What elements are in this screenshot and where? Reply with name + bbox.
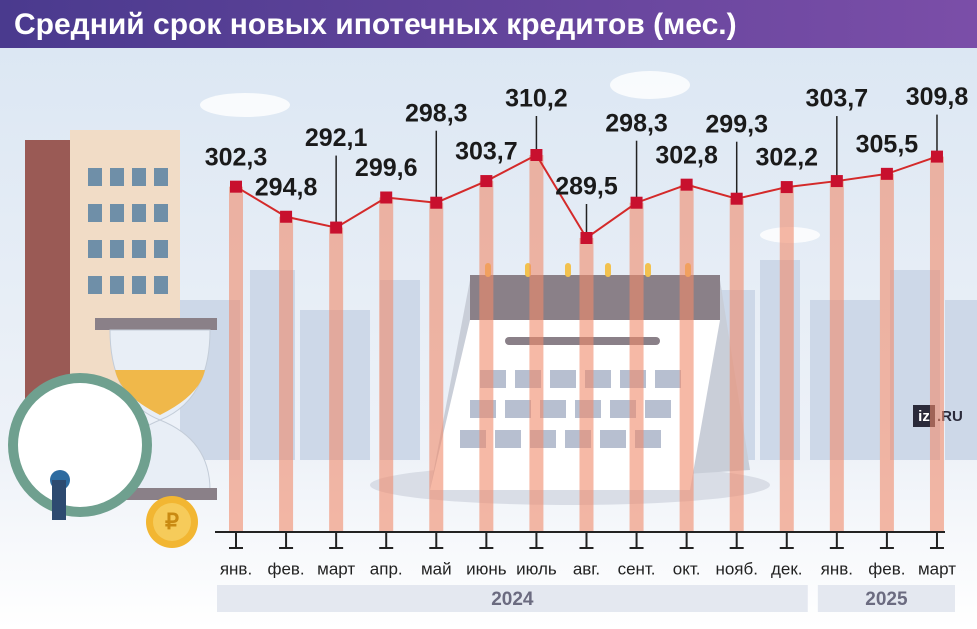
marker: [580, 232, 593, 244]
bar: [879, 173, 894, 533]
x-tick-label: март: [918, 559, 956, 578]
tick: [679, 532, 694, 549]
tick: [529, 532, 544, 549]
year-band: [817, 585, 955, 612]
x-tick-label: апр.: [370, 559, 403, 578]
bar: [329, 227, 344, 532]
tick: [879, 532, 894, 549]
bar: [629, 202, 644, 533]
marker: [730, 192, 743, 205]
bar: [779, 187, 794, 532]
x-tick-label: март: [317, 559, 355, 578]
value-label: 302,2: [755, 144, 818, 172]
marker: [530, 149, 543, 161]
value-label: 299,3: [705, 110, 768, 138]
x-tick-label: сент.: [618, 559, 656, 578]
year-label: 2025: [865, 589, 908, 610]
tick: [629, 532, 644, 549]
year-label: 2024: [491, 589, 534, 610]
tick: [729, 532, 744, 549]
bar: [229, 186, 243, 532]
tick: [929, 532, 944, 549]
bar: [829, 181, 844, 532]
marker: [830, 175, 843, 188]
marker: [680, 178, 693, 191]
value-label: 294,8: [255, 173, 318, 201]
tick: [229, 532, 243, 549]
chart-title: Средний срок новых ипотечных кредитов (м…: [14, 8, 737, 41]
value-label: 298,3: [605, 109, 668, 137]
tick: [779, 532, 794, 549]
marker: [380, 191, 393, 204]
bar: [679, 184, 694, 532]
marker: [430, 196, 443, 209]
tick: [579, 532, 594, 549]
hourglass-clock: ₽: [8, 318, 217, 548]
x-tick-label: фев.: [868, 559, 905, 578]
bar: [379, 197, 394, 532]
x-tick-label: дек.: [771, 559, 803, 578]
marker: [780, 181, 793, 194]
title-bar: [0, 0, 977, 48]
logo-box: [913, 405, 935, 427]
value-label: 292,1: [305, 124, 368, 152]
tick: [379, 532, 394, 549]
value-label: 303,7: [806, 85, 869, 113]
value-label: 289,5: [555, 173, 618, 201]
bar: [929, 156, 944, 532]
value-label: 302,3: [205, 143, 268, 171]
logo-mark: iz: [918, 408, 930, 425]
marker: [330, 221, 343, 234]
value-label: 305,5: [856, 130, 919, 158]
bar: [429, 202, 444, 533]
marker: [480, 175, 493, 188]
year-band: [217, 585, 808, 612]
bar: [279, 216, 294, 533]
bar: [529, 155, 544, 532]
x-tick-label: янв.: [220, 559, 252, 578]
x-tick-label: авг.: [573, 559, 600, 578]
bar: [729, 198, 744, 532]
value-label: 298,3: [405, 99, 468, 127]
tick: [479, 532, 494, 549]
value-label: 310,2: [505, 85, 568, 113]
x-tick-label: июль: [516, 559, 557, 578]
tick: [829, 532, 844, 549]
value-label: 299,6: [355, 154, 418, 182]
x-tick-label: окт.: [673, 559, 701, 578]
value-label: 303,7: [455, 138, 518, 166]
x-tick-label: нояб.: [715, 559, 758, 578]
bar: [579, 238, 594, 532]
bar: [479, 181, 494, 532]
tick: [279, 532, 294, 549]
tick: [329, 532, 344, 549]
x-tick-label: янв.: [821, 559, 853, 578]
x-tick-label: фев.: [267, 559, 304, 578]
marker: [230, 180, 242, 193]
tick: [429, 532, 444, 549]
value-label: 302,8: [655, 141, 718, 169]
marker: [280, 210, 293, 223]
value-label: 309,8: [906, 83, 969, 111]
svg-text:₽: ₽: [165, 509, 179, 534]
marker: [630, 196, 643, 209]
x-tick-label: май: [421, 559, 452, 578]
marker: [930, 150, 943, 163]
marker: [880, 167, 893, 180]
x-tick-label: июнь: [466, 559, 507, 578]
